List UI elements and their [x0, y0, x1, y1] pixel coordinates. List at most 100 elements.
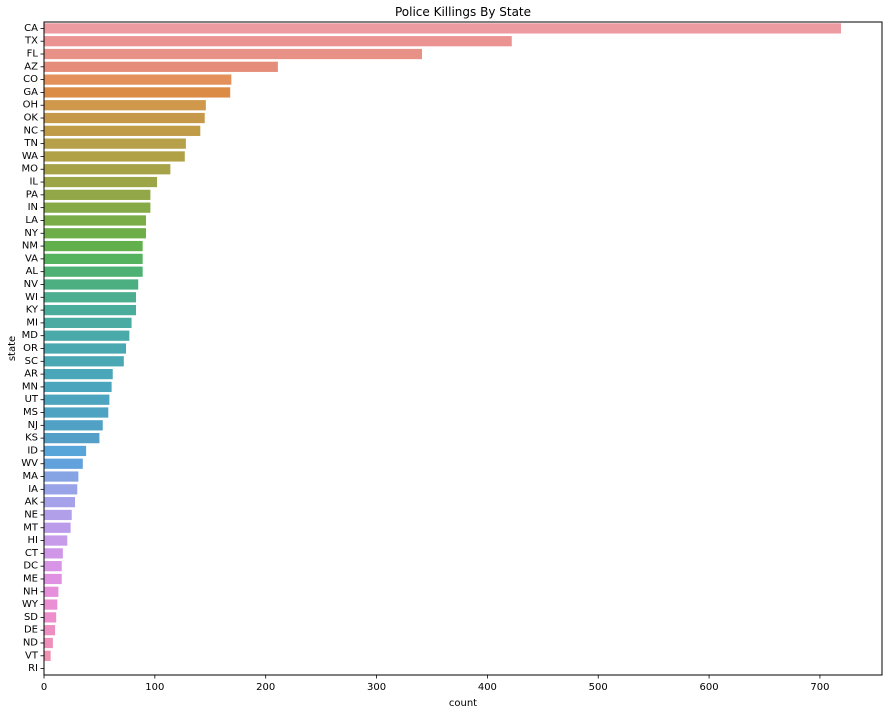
bars-group [44, 23, 841, 661]
x-ticks: 0 100 200 300 400 500 600 700 [41, 675, 829, 693]
x-tick-label: 300 [367, 682, 386, 693]
y-tick-label: WA [22, 151, 38, 162]
y-tick-label: SD [24, 612, 38, 623]
bar-ky [44, 304, 137, 316]
x-tick-label: 0 [41, 682, 47, 693]
x-tick-label: 200 [256, 682, 275, 693]
bar-ms [44, 407, 109, 418]
bar-co [44, 74, 232, 85]
y-axis-label: state [7, 336, 18, 361]
y-tick-label: OH [23, 100, 38, 111]
bar-nj [44, 420, 103, 431]
bar-il [44, 176, 158, 188]
bar-sd [44, 612, 57, 623]
bar-mi [44, 317, 132, 329]
bar-oh [44, 100, 206, 111]
bar-id [44, 445, 87, 457]
axes-frame [43, 21, 883, 676]
bar-vt [44, 650, 51, 661]
bar-mn [44, 381, 112, 393]
bar-la [44, 215, 146, 226]
y-tick-label: DE [24, 625, 38, 636]
y-tick-label: AR [24, 369, 38, 380]
y-tick-label: NM [22, 241, 38, 252]
bar-mt [44, 522, 71, 533]
bar-tx [44, 36, 512, 47]
y-tick-label: NH [23, 586, 38, 597]
y-tick-label: ID [27, 445, 38, 456]
y-tick-label: ME [23, 573, 38, 584]
y-tick-label: AZ [24, 61, 38, 72]
x-tick-label: 500 [589, 682, 608, 693]
y-tick-label: AK [25, 497, 39, 508]
y-tick-label: NV [24, 279, 38, 290]
bar-de [44, 625, 56, 636]
y-tick-label: WY [22, 599, 39, 610]
y-tick-label: MT [23, 522, 39, 533]
y-tick-label: CO [23, 74, 38, 85]
bar-ct [44, 548, 63, 559]
y-tick-label: MD [22, 330, 39, 341]
bar-me [44, 573, 62, 585]
bar-nd [44, 637, 53, 649]
y-tick-label: MO [22, 164, 39, 175]
y-tick-label: IL [29, 177, 38, 188]
bar-nv [44, 279, 139, 290]
bar-wv [44, 458, 83, 469]
y-tick-label: VA [25, 253, 38, 264]
y-tick-label: WI [25, 292, 38, 303]
bar-az [44, 61, 278, 72]
y-tick-label: OK [24, 113, 39, 124]
y-tick-label: MN [22, 381, 38, 392]
bar-md [44, 330, 130, 341]
bar-wa [44, 151, 185, 162]
y-tick-label: LA [25, 215, 38, 226]
y-tick-label: NE [24, 509, 38, 520]
y-tick-label: ND [23, 637, 38, 648]
bar-ca [44, 23, 841, 34]
y-tick-label: OR [23, 343, 38, 354]
bar-dc [44, 561, 62, 572]
bar-in [44, 202, 151, 213]
bar-pa [44, 189, 151, 200]
bar-ne [44, 509, 72, 521]
bar-nm [44, 240, 143, 252]
x-tick-label: 600 [700, 682, 719, 693]
y-tick-label: GA [23, 87, 38, 98]
y-tick-label: IN [28, 202, 38, 213]
bar-nh [44, 586, 59, 597]
y-tick-label: UT [25, 394, 39, 405]
y-tick-label: PA [26, 189, 38, 200]
bar-ok [44, 112, 205, 124]
bar-ga [44, 87, 231, 98]
y-tick-label: KY [26, 305, 39, 316]
bar-ks [44, 433, 100, 444]
bar-ny [44, 228, 146, 239]
y-tick-label: NJ [28, 420, 38, 431]
bar-ut [44, 394, 110, 405]
bar-mo [44, 164, 171, 175]
y-tick-label: AL [26, 266, 39, 277]
y-tick-label: MS [23, 407, 38, 418]
bar-al [44, 266, 143, 277]
x-tick-label: 100 [145, 682, 164, 693]
y-tick-label: DC [23, 561, 38, 572]
y-tick-label: WV [21, 458, 38, 469]
bar-ar [44, 368, 113, 380]
y-tick-label: RI [28, 663, 38, 674]
bar-wi [44, 292, 137, 303]
bar-nc [44, 125, 201, 136]
y-tick-label: SC [25, 356, 38, 367]
y-tick-label: FL [27, 49, 39, 60]
bar-wy [44, 599, 58, 610]
bar-va [44, 253, 143, 264]
y-tick-label: TX [24, 36, 38, 47]
y-tick-label: VT [25, 650, 39, 661]
y-tick-label: CA [24, 23, 38, 34]
bar-fl [44, 48, 422, 60]
y-tick-label: IA [28, 484, 38, 495]
y-tick-label: NC [24, 125, 38, 136]
chart-title: Police Killings By State [395, 5, 531, 19]
